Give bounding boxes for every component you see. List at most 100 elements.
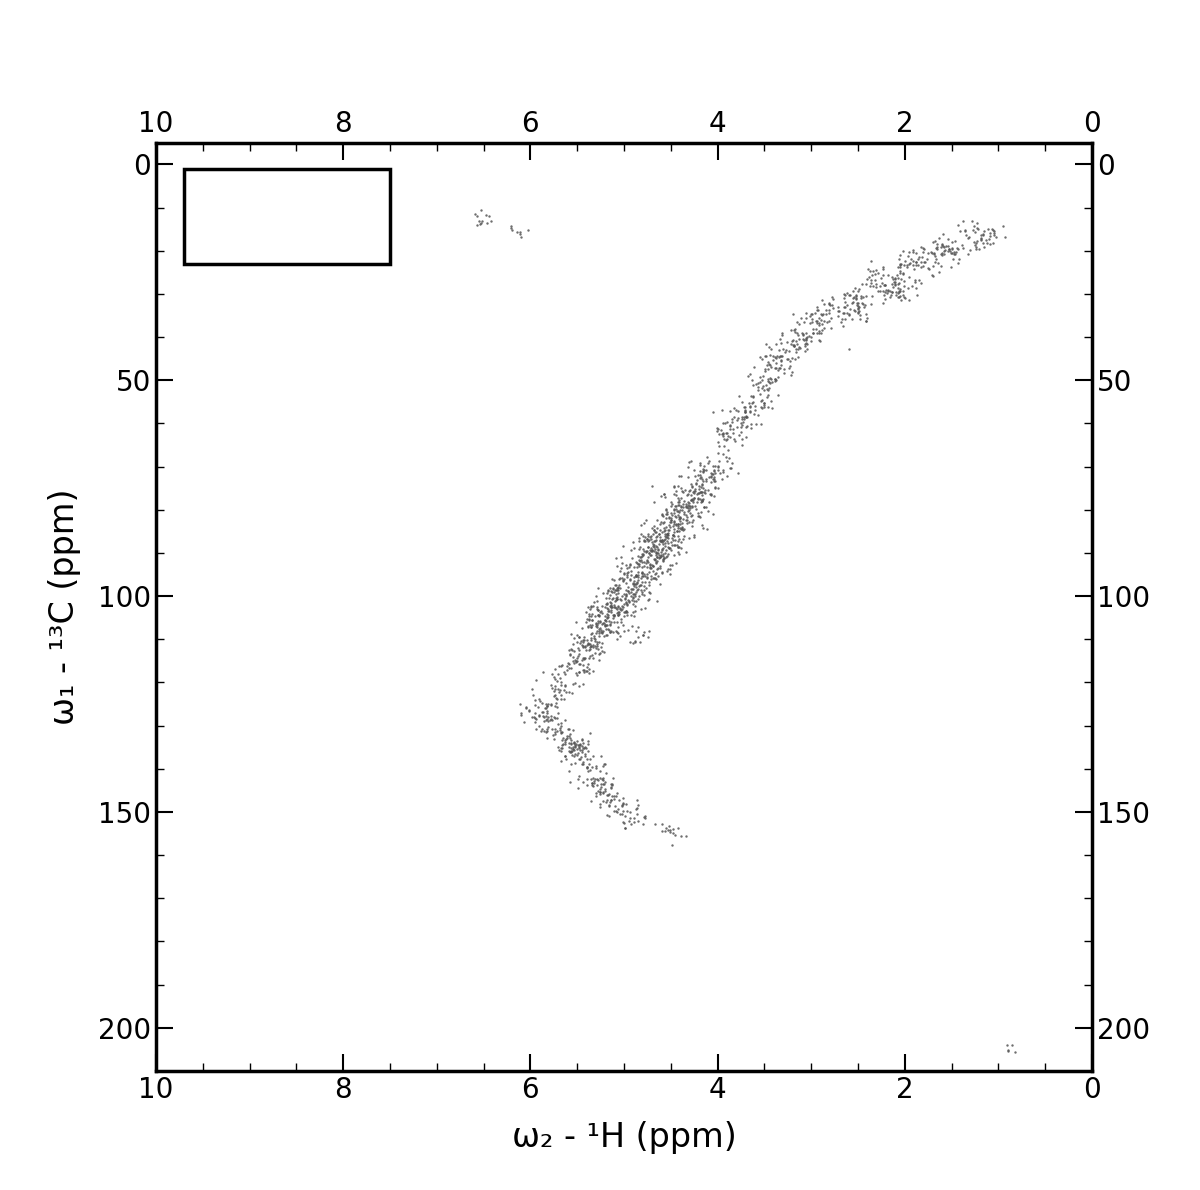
Point (574, 638, 593, 657)
Point (638, 628, 658, 647)
Point (641, 541, 660, 560)
Point (882, 283, 901, 302)
Point (870, 282, 889, 301)
Point (938, 228, 958, 248)
Point (514, 713, 533, 732)
Point (654, 551, 673, 570)
Point (671, 478, 690, 497)
Point (641, 546, 660, 565)
Point (556, 749, 575, 768)
Point (823, 289, 842, 308)
Point (616, 819, 635, 838)
Point (631, 547, 650, 566)
Point (560, 645, 580, 664)
Point (679, 500, 698, 519)
Point (846, 301, 865, 320)
Point (628, 812, 647, 831)
Point (565, 641, 584, 660)
Point (670, 507, 689, 526)
Point (661, 511, 680, 530)
Point (623, 616, 642, 635)
Point (541, 707, 560, 726)
Point (588, 621, 607, 640)
Point (666, 507, 685, 526)
Point (812, 321, 832, 340)
Point (953, 238, 972, 257)
Point (664, 519, 683, 538)
Point (760, 378, 779, 397)
Point (598, 594, 617, 613)
Point (685, 496, 704, 515)
Point (556, 746, 575, 765)
Point (805, 303, 824, 322)
Point (842, 309, 862, 328)
Point (968, 220, 988, 239)
Point (574, 754, 593, 774)
Point (654, 546, 673, 565)
Point (628, 804, 647, 823)
Point (581, 760, 600, 779)
Point (737, 407, 756, 426)
Point (581, 724, 600, 743)
Point (678, 501, 697, 520)
Point (762, 372, 781, 392)
Point (713, 401, 732, 420)
Point (652, 532, 671, 551)
Point (692, 490, 712, 509)
Point (834, 303, 853, 322)
Point (850, 280, 869, 299)
Point (811, 311, 830, 330)
Point (660, 822, 679, 841)
Point (686, 500, 706, 519)
Point (593, 641, 612, 660)
Point (589, 606, 608, 625)
Point (848, 303, 868, 322)
Point (668, 543, 688, 562)
Point (650, 547, 670, 566)
Point (720, 458, 739, 477)
Point (598, 599, 617, 618)
Point (566, 734, 586, 753)
Point (714, 430, 733, 449)
Point (596, 615, 616, 634)
Point (683, 516, 702, 536)
Point (684, 511, 703, 530)
Point (848, 302, 868, 321)
Point (611, 560, 630, 580)
Point (618, 620, 637, 639)
Point (652, 512, 671, 531)
Point (511, 706, 530, 725)
Point (697, 520, 716, 539)
Point (796, 330, 815, 349)
Point (659, 538, 678, 557)
Point (700, 468, 719, 487)
Point (922, 243, 941, 262)
Point (554, 681, 574, 700)
Point (727, 418, 746, 437)
Point (650, 556, 670, 575)
Point (602, 775, 622, 794)
Point (618, 581, 637, 600)
Point (656, 505, 676, 524)
Point (652, 487, 671, 506)
Point (660, 565, 679, 584)
Point (655, 487, 674, 506)
Point (856, 312, 875, 331)
Point (587, 615, 606, 634)
Point (932, 234, 952, 253)
Point (662, 528, 682, 547)
Point (683, 490, 702, 509)
Point (762, 369, 781, 388)
Point (804, 324, 823, 343)
Point (913, 238, 932, 257)
Point (964, 217, 983, 236)
Point (607, 589, 626, 608)
Point (886, 283, 905, 302)
Point (932, 245, 952, 264)
Point (797, 333, 816, 352)
Point (480, 207, 499, 226)
Point (595, 597, 614, 616)
Point (596, 620, 616, 639)
Point (679, 499, 698, 518)
Point (623, 590, 642, 609)
